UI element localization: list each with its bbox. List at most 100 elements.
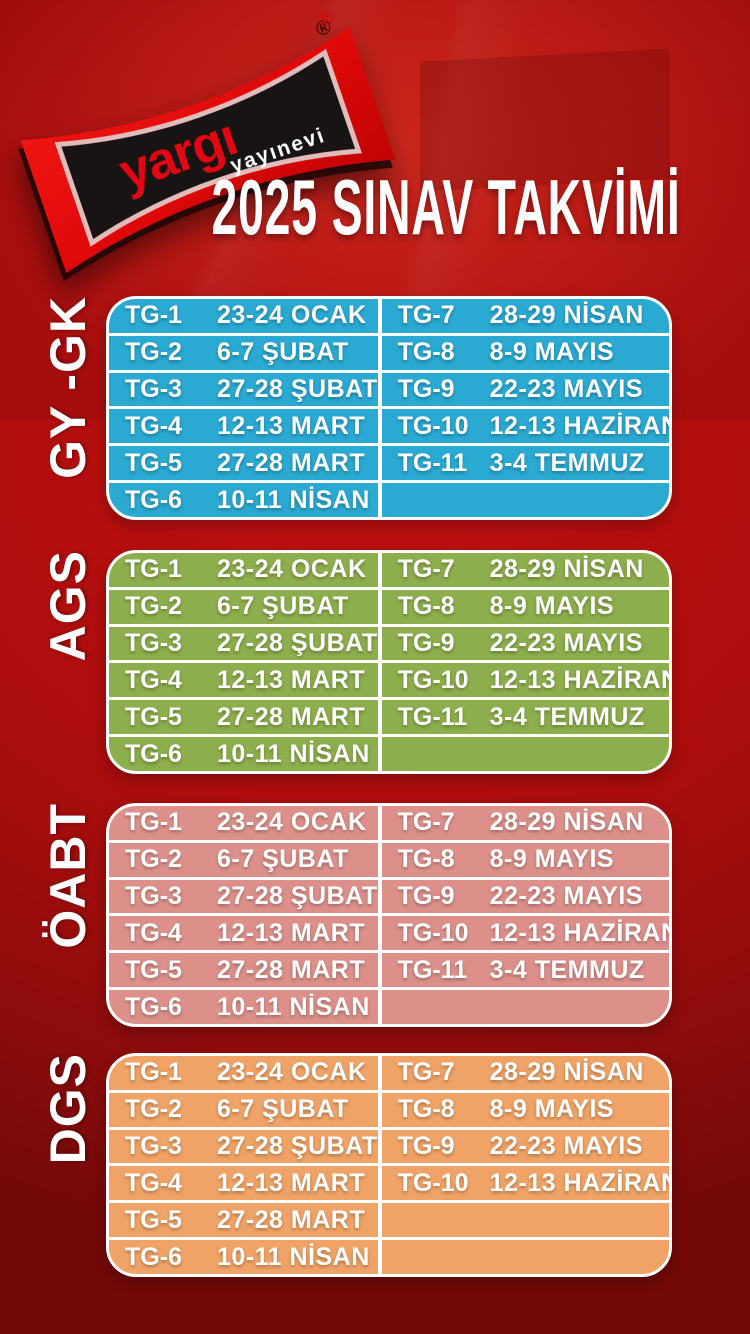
section-ags: AGS TG-1 23-24 OCAK TG-2 6-7 ŞUBAT TG-3 … [0, 550, 750, 774]
exam-date: 28-29 NİSAN [489, 301, 644, 330]
exam-date: 12-13 MART [217, 665, 366, 694]
table-row [381, 1237, 669, 1274]
tg-label: TG-8 [397, 1095, 455, 1124]
tg-label: TG-3 [125, 1132, 182, 1161]
table-row: TG-4 12-13 MART [109, 1163, 378, 1200]
publisher-logo: yargı yayınevi ® [8, 0, 409, 306]
exam-date: 27-28 ŞUBAT [217, 882, 378, 911]
tg-label: TG-11 [397, 448, 468, 477]
exam-date: 10-11 NİSAN [217, 485, 370, 514]
tg-label: TG-2 [125, 592, 182, 621]
table-row: TG-9 22-23 MAYIS [381, 369, 669, 407]
table-row: TG-4 12-13 MART [109, 913, 378, 950]
exam-table-dgs: TG-1 23-24 OCAK TG-2 6-7 ŞUBAT TG-3 27-2… [106, 1053, 672, 1277]
tg-label: TG-10 [397, 1168, 469, 1197]
logo-inner-panel [54, 48, 362, 247]
tg-label: TG-3 [125, 882, 182, 911]
exam-date: 28-29 NİSAN [489, 808, 644, 837]
table-row: TG-10 12-13 HAZİRAN [381, 913, 669, 950]
tg-label: TG-6 [125, 739, 182, 768]
table-row [381, 734, 669, 771]
exam-date: 6-7 ŞUBAT [217, 845, 349, 874]
tg-label: TG-2 [125, 338, 182, 367]
exam-date: 27-28 MART [217, 955, 366, 984]
tg-label: TG-1 [125, 1058, 182, 1087]
exam-table-oabt: TG-1 23-24 OCAK TG-2 6-7 ŞUBAT TG-3 27-2… [106, 803, 672, 1027]
table-row: TG-3 27-28 ŞUBAT [109, 876, 378, 914]
table-row: TG-1 23-24 OCAK [109, 299, 378, 333]
tg-label: TG-7 [397, 1058, 455, 1087]
table-row: TG-1 23-24 OCAK [109, 1056, 378, 1090]
section-label-text: GY -GK [40, 296, 96, 479]
table-row: TG-9 22-23 MAYIS [381, 1126, 669, 1164]
tg-label: TG-9 [397, 375, 455, 404]
table-column-right: TG-7 28-29 NİSAN TG-8 8-9 MAYIS TG-9 22-… [381, 1056, 669, 1274]
section-label: GY -GK [34, 296, 102, 520]
tg-label: TG-10 [397, 665, 469, 694]
exam-date: 6-7 ŞUBAT [217, 1095, 349, 1124]
exam-table-gy-gk: TG-1 23-24 OCAK TG-2 6-7 ŞUBAT TG-3 27-2… [106, 296, 672, 520]
exam-date: 23-24 OCAK [217, 808, 367, 837]
exam-date: 22-23 MAYIS [489, 882, 643, 911]
registered-trademark-icon: ® [316, 8, 337, 34]
tg-label: TG-5 [125, 702, 182, 731]
section-label: AGS [34, 550, 102, 774]
table-row: TG-6 10-11 NİSAN [109, 1237, 378, 1274]
table-row: TG-7 28-29 NİSAN [382, 806, 669, 840]
table-column-left: TG-1 23-24 OCAK TG-2 6-7 ŞUBAT TG-3 27-2… [109, 1056, 382, 1274]
exam-date: 22-23 MAYIS [489, 1132, 643, 1161]
table-row: TG-7 28-29 NİSAN [382, 553, 669, 587]
exam-date: 3-4 TEMMUZ [489, 955, 645, 984]
table-row [381, 1200, 669, 1237]
section-label-text: ÖABT [40, 803, 96, 949]
table-row: TG-1 23-24 OCAK [109, 553, 378, 587]
table-row [381, 480, 669, 517]
section-oabt: ÖABT TG-1 23-24 OCAK TG-2 6-7 ŞUBAT TG-3… [0, 803, 750, 1027]
tg-label: TG-4 [125, 665, 182, 694]
table-row: TG-3 27-28 ŞUBAT [109, 1126, 378, 1164]
table-row: TG-2 6-7 ŞUBAT [109, 839, 378, 877]
exam-date: 10-11 NİSAN [217, 1242, 370, 1271]
table-row: TG-11 3-4 TEMMUZ [381, 697, 669, 734]
exam-date: 6-7 ŞUBAT [217, 592, 349, 621]
table-row: TG-8 8-9 MAYIS [381, 839, 669, 877]
table-row: TG-3 27-28 ŞUBAT [109, 623, 378, 661]
table-row: TG-11 3-4 TEMMUZ [381, 950, 669, 987]
tg-label: TG-9 [397, 629, 455, 658]
table-row: TG-9 22-23 MAYIS [381, 876, 669, 914]
tg-label: TG-7 [397, 301, 455, 330]
exam-date: 27-28 MART [217, 1205, 366, 1234]
exam-date: 10-11 NİSAN [217, 992, 370, 1021]
exam-date: 22-23 MAYIS [489, 375, 643, 404]
tg-label: TG-8 [397, 338, 455, 367]
table-row: TG-11 3-4 TEMMUZ [381, 443, 669, 480]
exam-date: 23-24 OCAK [217, 1058, 367, 1087]
exam-date: 6-7 ŞUBAT [217, 338, 349, 367]
table-row: TG-5 27-28 MART [109, 1200, 378, 1237]
section-label-text: AGS [40, 550, 96, 662]
tg-label: TG-9 [397, 882, 455, 911]
tg-label: TG-6 [125, 485, 182, 514]
section-label-text: DGS [40, 1053, 96, 1165]
exam-date: 10-11 NİSAN [217, 739, 370, 768]
exam-date: 12-13 MART [217, 918, 366, 947]
tg-label: TG-5 [125, 1205, 182, 1234]
tg-label: TG-10 [397, 411, 469, 440]
table-column-left: TG-1 23-24 OCAK TG-2 6-7 ŞUBAT TG-3 27-2… [109, 806, 382, 1024]
exam-date: 3-4 TEMMUZ [489, 702, 645, 731]
logo-flag-graphic: yargı yayınevi ® [20, 8, 396, 273]
exam-date: 3-4 TEMMUZ [489, 448, 645, 477]
exam-date: 23-24 OCAK [217, 301, 367, 330]
table-row: TG-2 6-7 ŞUBAT [109, 332, 378, 370]
tg-label: TG-8 [397, 592, 455, 621]
exam-date: 28-29 NİSAN [489, 1058, 644, 1087]
tg-label: TG-1 [125, 301, 182, 330]
exam-date: 12-13 MART [217, 1168, 366, 1197]
table-row: TG-5 27-28 MART [109, 443, 378, 480]
table-column-right: TG-7 28-29 NİSAN TG-8 8-9 MAYIS TG-9 22-… [381, 299, 669, 517]
tg-label: TG-2 [125, 845, 182, 874]
table-row: TG-10 12-13 HAZİRAN [381, 1163, 669, 1200]
table-row: TG-1 23-24 OCAK [109, 806, 378, 840]
table-column-left: TG-1 23-24 OCAK TG-2 6-7 ŞUBAT TG-3 27-2… [109, 553, 382, 771]
